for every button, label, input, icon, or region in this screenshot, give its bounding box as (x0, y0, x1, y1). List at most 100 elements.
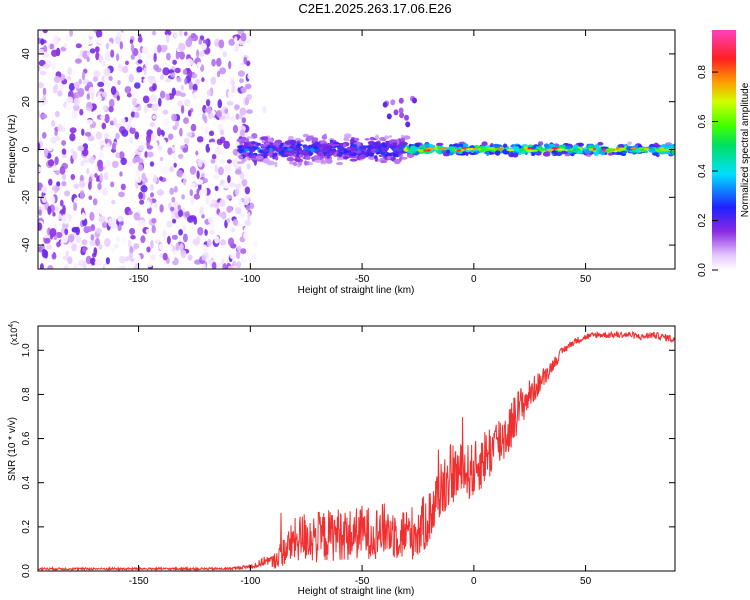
signal-blob (656, 144, 661, 147)
noise-blob (39, 70, 47, 76)
signal-blob (577, 150, 583, 154)
signal-blob (336, 161, 344, 166)
noise-blob (238, 199, 243, 206)
noise-blob (43, 148, 49, 158)
noise-blob (171, 234, 178, 240)
noise-blob (71, 226, 79, 233)
noise-blob (108, 106, 114, 113)
noise-blob (180, 105, 185, 114)
noise-blob (148, 172, 155, 179)
noise-blob (103, 172, 109, 181)
noise-blob (116, 53, 120, 62)
noise-blob (51, 56, 56, 63)
noise-blob (136, 223, 144, 231)
noise-blob (187, 109, 192, 117)
colorbar-tick-label: 0.2 (697, 213, 708, 227)
signal-blob (321, 143, 329, 146)
noise-blob (115, 132, 120, 140)
noise-blob (76, 245, 81, 252)
signal-blob (262, 149, 270, 153)
signal-blob (262, 158, 270, 164)
noise-blob (200, 125, 204, 131)
noise-blob (187, 254, 193, 261)
noise-blob (76, 235, 81, 244)
noise-blob (177, 204, 181, 211)
noise-blob (158, 243, 165, 251)
noise-blob (165, 244, 173, 252)
noise-blob (198, 84, 205, 94)
noise-blob (70, 148, 74, 154)
signal-blob (350, 153, 356, 157)
noise-blob (223, 140, 231, 149)
signal-blob (425, 142, 430, 149)
noise-blob (64, 35, 72, 41)
noise-blob (107, 151, 113, 159)
noise-blob (145, 201, 151, 209)
noise-blob (180, 85, 184, 91)
noise-blob (49, 195, 56, 205)
noise-blob (229, 253, 236, 260)
signal-blob (381, 142, 388, 148)
signal-blob (566, 150, 573, 154)
colorbar-label: Normalized spectral amplitude (740, 82, 750, 217)
noise-blob (108, 75, 113, 82)
noise-blob (86, 119, 93, 125)
noise-blob (211, 58, 216, 67)
noise-blob (174, 90, 182, 96)
noise-blob (40, 38, 45, 46)
noise-blob (219, 239, 227, 246)
noise-blob (176, 77, 182, 83)
noise-blob (120, 236, 127, 244)
signal-blob (409, 149, 416, 154)
noise-blob (89, 48, 96, 54)
noise-blob (189, 166, 197, 175)
signal-blob (251, 141, 256, 145)
signal-blob (401, 137, 405, 143)
noise-blob (136, 77, 142, 83)
noise-blob (58, 84, 66, 91)
signal-blob (246, 136, 253, 139)
signal-blob (399, 141, 408, 147)
noise-blob (38, 30, 43, 38)
signal-blob (269, 142, 275, 147)
noise-blob (97, 182, 102, 190)
noise-blob (102, 165, 107, 171)
noise-blob (179, 30, 183, 37)
noise-blob (73, 81, 80, 89)
signal-blob (443, 152, 448, 157)
signal-blob (284, 140, 292, 145)
noise-blob (184, 77, 188, 85)
noise-blob (94, 209, 100, 215)
signal-blob (594, 144, 600, 150)
noise-blob (120, 157, 127, 166)
signal-blob (244, 148, 250, 152)
noise-blob (98, 151, 104, 160)
noise-blob (137, 163, 144, 172)
noise-blob (236, 261, 242, 269)
noise-blob (130, 111, 136, 118)
signal-peak (546, 148, 555, 151)
noise-blob (47, 205, 52, 215)
noise-blob (208, 142, 215, 149)
noise-blob (183, 177, 187, 186)
snr-x-tick-label: 0 (471, 576, 477, 587)
noise-blob (88, 195, 93, 201)
noise-blob (51, 30, 58, 38)
noise-blob (101, 187, 108, 196)
noise-blob (62, 222, 69, 229)
noise-blob (228, 182, 236, 188)
noise-blob (67, 75, 72, 81)
noise-blob (145, 228, 150, 234)
noise-blob (242, 196, 250, 206)
noise-blob (49, 228, 57, 237)
noise-blob (149, 121, 155, 128)
noise-blob (169, 166, 175, 173)
noise-blob (138, 191, 144, 200)
signal-blob (326, 153, 331, 160)
noise-blob (94, 259, 102, 267)
signal-blob (465, 151, 469, 157)
noise-blob (239, 172, 245, 180)
noise-blob (240, 129, 245, 137)
noise-blob (226, 205, 233, 213)
noise-blob (169, 256, 175, 262)
